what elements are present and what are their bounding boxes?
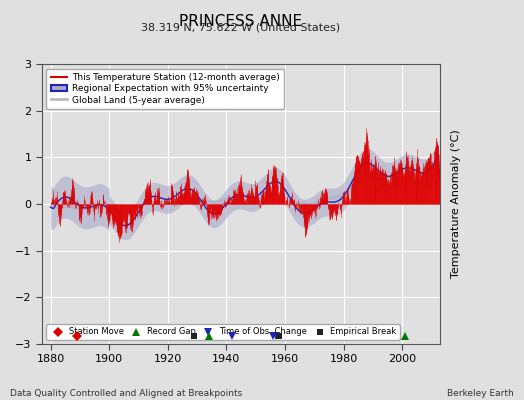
- Text: Data Quality Controlled and Aligned at Breakpoints: Data Quality Controlled and Aligned at B…: [10, 389, 243, 398]
- Legend: Station Move, Record Gap, Time of Obs. Change, Empirical Break: Station Move, Record Gap, Time of Obs. C…: [46, 324, 400, 340]
- Text: Berkeley Earth: Berkeley Earth: [447, 389, 514, 398]
- Text: PRINCESS ANNE: PRINCESS ANNE: [180, 14, 302, 29]
- Y-axis label: Temperature Anomaly (°C): Temperature Anomaly (°C): [451, 130, 461, 278]
- Text: 38.319 N, 75.622 W (United States): 38.319 N, 75.622 W (United States): [141, 22, 341, 32]
